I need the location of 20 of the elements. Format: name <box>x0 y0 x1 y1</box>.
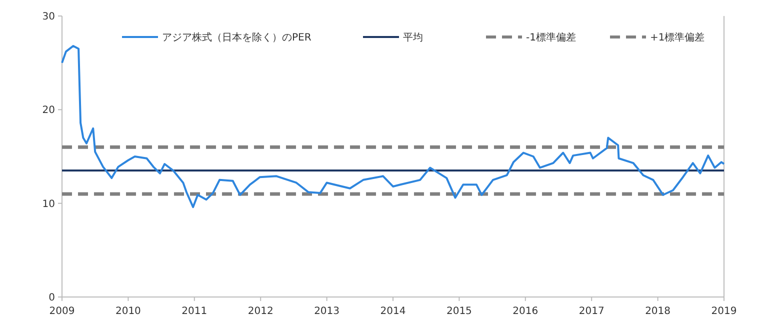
legend-label: 平均 <box>403 32 423 44</box>
x-tick-label: 2016 <box>512 306 538 317</box>
line-series <box>61 44 725 208</box>
x-tick-label: 2010 <box>115 306 141 317</box>
x-tick-label: 2019 <box>711 306 737 317</box>
x-tick-label: 2012 <box>248 306 274 317</box>
y-tick-label: 30 <box>42 12 55 22</box>
x-tick-label: 2017 <box>578 306 604 317</box>
y-tick-label: 20 <box>42 105 55 116</box>
y-tick-label: 10 <box>42 198 55 210</box>
x-tick-label: 2013 <box>314 306 340 317</box>
legend-label: -1標準偏差 <box>526 32 576 44</box>
y-tick-label: 0 <box>48 292 55 304</box>
x-tick-label: 2014 <box>380 306 406 317</box>
legend-label: +1標準偏差 <box>650 32 705 44</box>
x-tick-label: 2018 <box>645 306 671 317</box>
x-tick-label: 2015 <box>446 306 472 317</box>
legend-label: アジア株式（日本を除く）のPER <box>162 32 312 44</box>
x-tick-label: 2009 <box>49 306 75 317</box>
x-tick-label: 2011 <box>182 306 208 317</box>
